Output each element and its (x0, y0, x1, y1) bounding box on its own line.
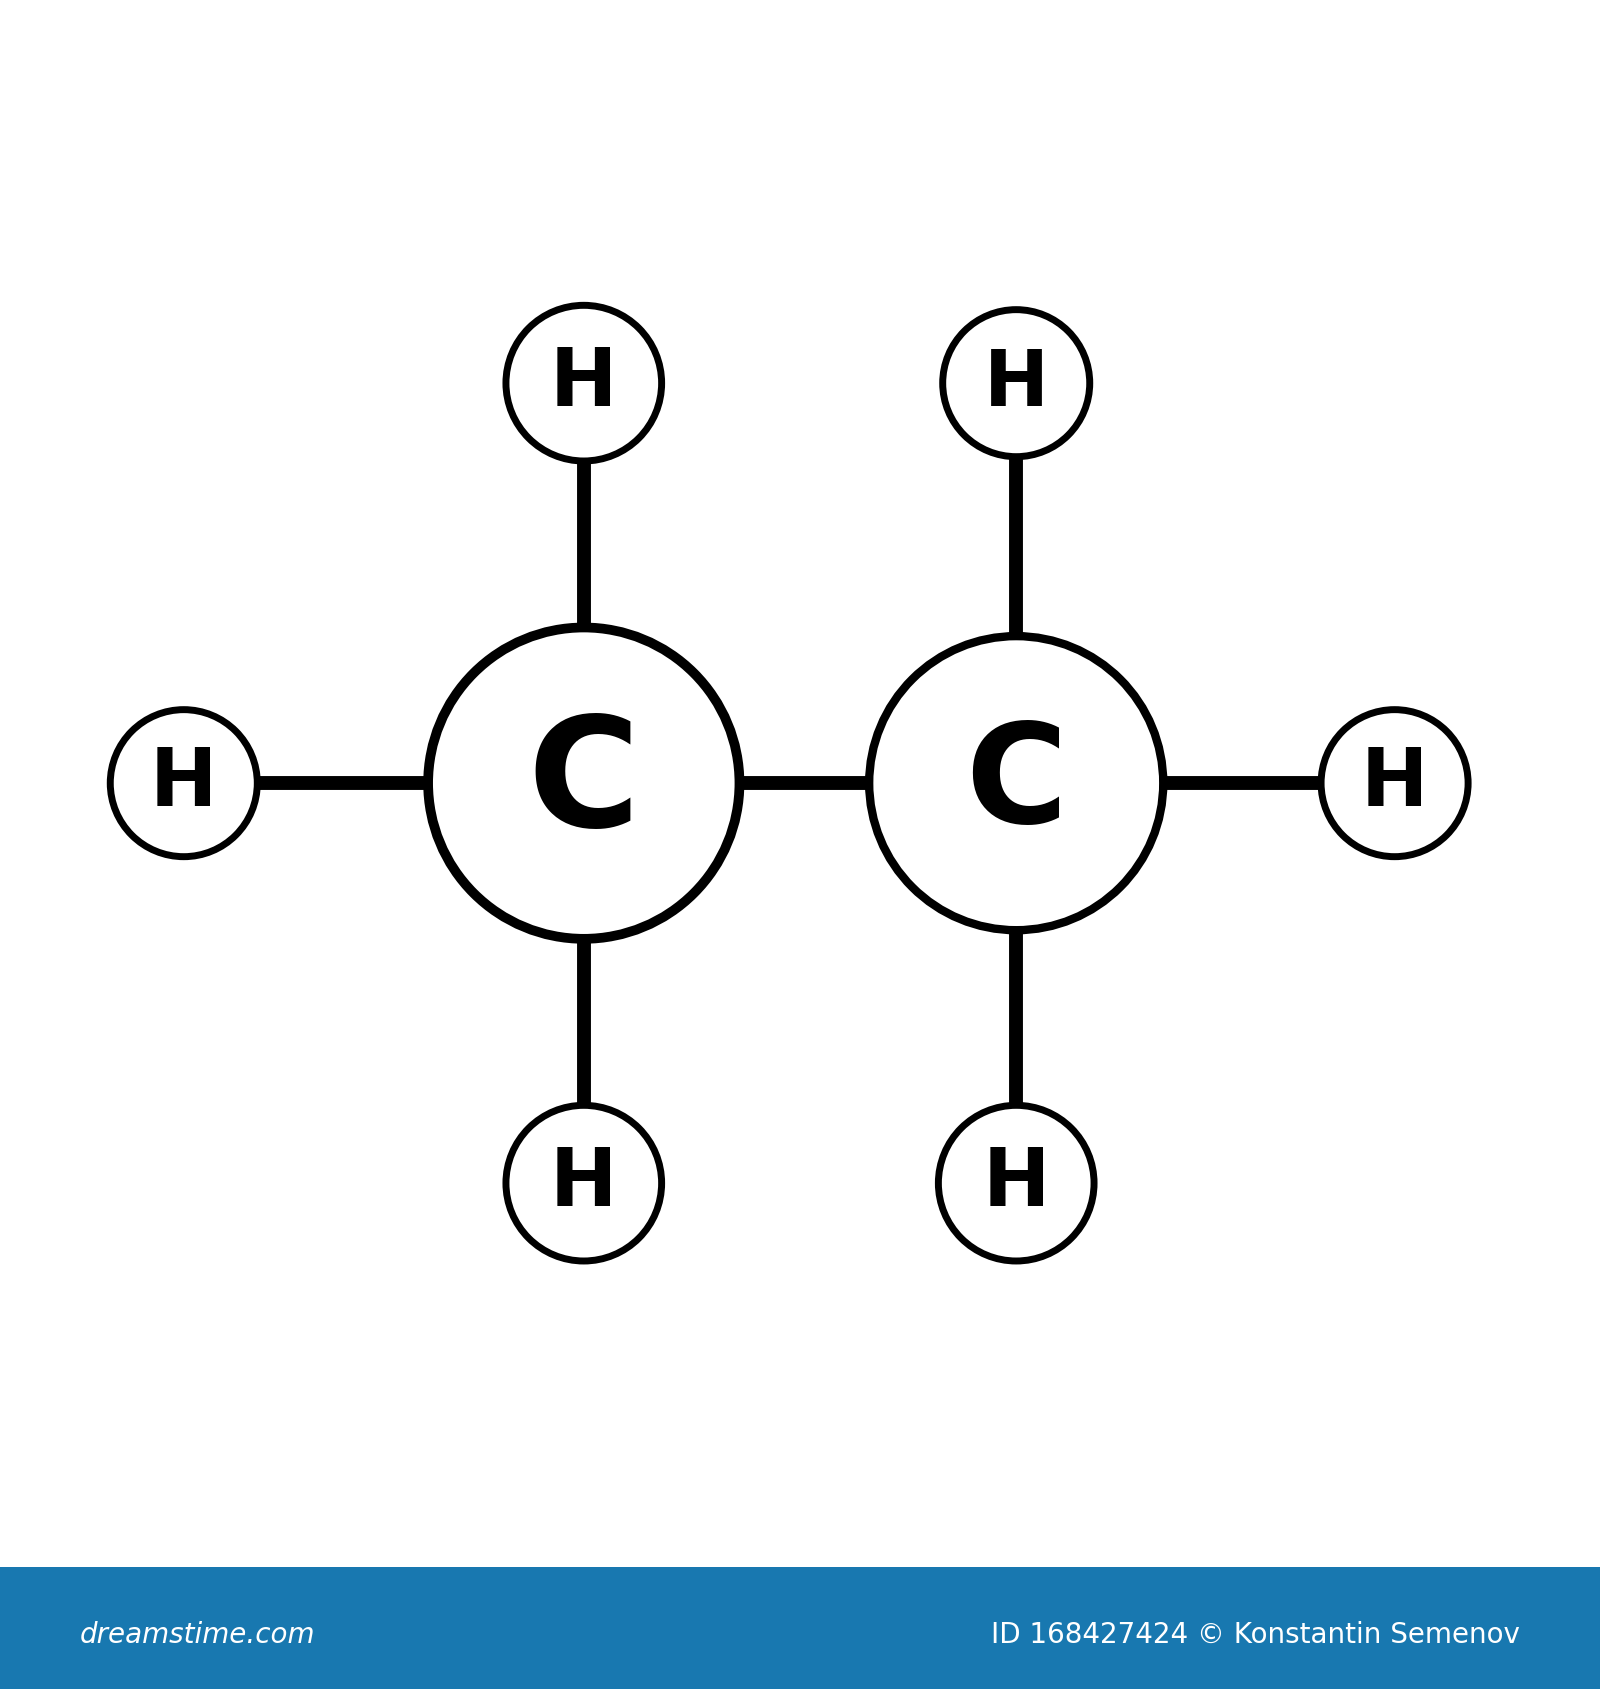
Text: H: H (550, 345, 618, 422)
Text: H: H (150, 745, 218, 823)
Text: ID 168427424 © Konstantin Semenov: ID 168427424 © Konstantin Semenov (990, 1620, 1520, 1648)
Circle shape (942, 311, 1090, 458)
Text: C: C (528, 709, 640, 858)
Circle shape (938, 1106, 1094, 1262)
Text: H: H (550, 1145, 618, 1223)
Circle shape (506, 1106, 662, 1262)
Text: dreamstime.com: dreamstime.com (80, 1620, 315, 1648)
Circle shape (110, 711, 258, 856)
Text: H: H (984, 346, 1048, 422)
Text: H: H (982, 1145, 1050, 1223)
Circle shape (506, 306, 662, 461)
Circle shape (869, 637, 1163, 931)
Text: C: C (965, 716, 1067, 851)
Text: H: H (1362, 745, 1429, 823)
Circle shape (1322, 711, 1469, 856)
Circle shape (429, 628, 739, 939)
